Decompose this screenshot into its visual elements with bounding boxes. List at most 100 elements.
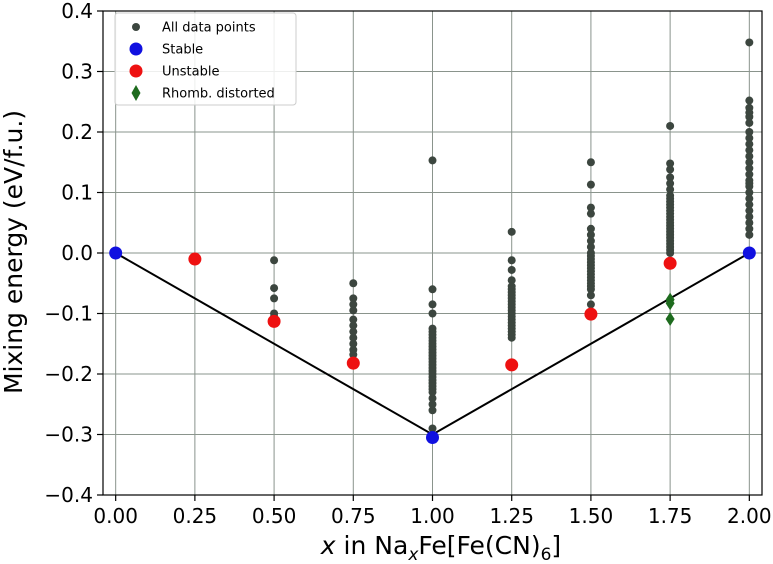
legend-box [114,12,297,106]
series-2 [188,252,677,372]
x-tick-label: 1.75 [648,504,693,528]
data-point [745,112,754,121]
data-point [586,230,595,239]
legend: All data points Stable Unstable Rhomb. d… [114,12,297,106]
data-point [428,285,437,294]
data-point [745,96,754,105]
data-point [663,256,677,270]
x-tick-label: 0.75 [331,504,376,528]
data-point [349,350,358,359]
data-point [745,140,754,149]
y-tick-label: −0.4 [44,483,93,507]
series-0 [270,38,754,433]
data-point [665,311,675,326]
y-tick-label: 0.1 [61,181,93,205]
data-point [267,314,281,328]
data-point [428,300,437,309]
legend-label-rhomb: Rhomb. distorted [162,87,275,102]
data-point [745,212,754,221]
data-point [346,356,360,370]
x-axis-label-var: x [320,531,336,560]
data-point [349,327,358,336]
y-tick-label: 0.3 [61,60,93,84]
data-point [586,242,595,251]
legend-marker-rhomb [131,85,141,101]
data-point [666,179,675,188]
data-point [428,156,437,165]
data-point [586,203,595,212]
data-point [745,188,754,197]
data-point [428,309,437,318]
data-point [745,218,754,227]
data-point [745,164,754,173]
data-point [665,296,675,311]
legend-label-all-data: All data points [162,21,256,36]
y-tick-label: 0.0 [61,241,93,265]
data-point [109,246,123,260]
data-point [745,182,754,191]
data-point [745,170,754,179]
x-axis-label-sub2: 6 [541,545,552,564]
data-point [586,180,595,189]
data-point [507,227,516,236]
data-point [745,128,754,136]
data-point [745,200,754,209]
x-tick-label: 2.00 [727,504,772,528]
data-point [745,152,754,161]
data-point [745,158,754,167]
series-3 [665,292,675,326]
x-axis-label-end: ] [551,531,561,560]
data-point [666,121,675,130]
legend-entry-stable: Stable [129,42,203,58]
legend-marker-stable [129,42,143,56]
data-point [586,236,595,245]
data-point [586,158,595,167]
data-point [349,279,358,288]
data-point [745,230,754,239]
x-axis-label: x in NaxFe[Fe(CN)6] [320,531,561,564]
data-point [428,400,437,409]
x-tick-label: 1.00 [410,504,455,528]
y-tick-label: −0.3 [44,423,93,447]
data-point [428,406,437,415]
data-point [270,294,279,303]
data-point [742,246,756,260]
data-point [666,159,675,168]
x-tick-label: 1.25 [489,504,534,528]
data-point [586,300,595,309]
legend-label-unstable: Unstable [162,65,219,80]
data-point [426,431,439,445]
data-point [745,194,754,203]
data-point [584,307,598,321]
x-axis-label-sub1: x [407,545,419,564]
data-point [745,224,754,233]
data-point [505,358,519,372]
data-point [270,284,279,293]
y-tick-label: −0.2 [44,362,93,386]
data-point [349,339,358,348]
data-point [507,265,516,274]
data-point [428,388,437,397]
x-tick-label: 0.50 [252,504,297,528]
data-point [428,424,437,433]
data-point [349,294,358,303]
data-point [270,256,279,265]
x-tick-label: 0.25 [173,504,218,528]
data-point [745,134,754,143]
data-point [666,185,675,194]
data-point [349,333,358,342]
x-axis-label-mid: in Na [336,531,409,560]
data-point [349,315,358,324]
data-point [507,333,516,342]
data-point [349,321,358,330]
legend-entry-unstable: Unstable [129,64,219,80]
data-points [109,38,756,445]
data-point [666,249,675,257]
x-axis-label-mid2: Fe[Fe(CN) [418,531,540,560]
y-axis-label: Mixing energy (eV/f.u.) [0,110,28,394]
y-tick-label: 0.2 [61,120,93,144]
data-point [586,224,595,233]
y-tick-label: −0.1 [44,302,93,326]
data-point [507,256,516,265]
